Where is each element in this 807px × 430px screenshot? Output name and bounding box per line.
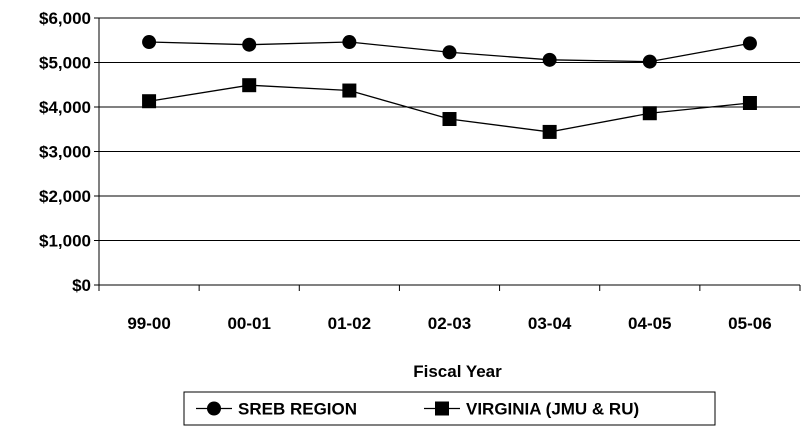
legend-marker-square [435, 401, 449, 416]
data-point-circle [642, 54, 657, 69]
x-tick-label: 03-04 [528, 314, 572, 333]
legend-marker-circle [207, 401, 221, 416]
series-layer [142, 35, 757, 139]
y-tick-label: $3,000 [39, 143, 91, 162]
x-tick-label: 99-00 [127, 314, 170, 333]
legend-entry: VIRGINIA (JMU & RU) [424, 400, 639, 419]
x-tick-label: 04-05 [628, 314, 671, 333]
x-axis-title: Fiscal Year [413, 362, 502, 381]
y-axis-ticks: $0 $1,000 $2,000 $3,000 $4,000 $5,000 $6,000 [39, 9, 99, 295]
legend: SREB REGION VIRGINIA (JMU & RU) [183, 391, 716, 426]
data-point-circle [542, 52, 557, 67]
data-point-circle [742, 36, 757, 51]
y-tick-label: $6,000 [39, 9, 91, 28]
series-0 [142, 35, 757, 69]
y-tick-label: $0 [72, 276, 91, 295]
x-tick-label: 05-06 [728, 314, 771, 333]
data-point-circle [342, 35, 357, 50]
data-point-square [742, 95, 757, 110]
y-tick-label: $5,000 [39, 54, 91, 73]
y-tick-label: $4,000 [39, 98, 91, 117]
data-point-circle [142, 35, 157, 50]
legend-label: VIRGINIA (JMU & RU) [466, 400, 639, 419]
data-point-square [542, 124, 557, 139]
x-tick-label: 02-03 [428, 314, 471, 333]
y-tick-label: $2,000 [39, 187, 91, 206]
y-tick-label: $1,000 [39, 232, 91, 251]
data-point-circle [242, 37, 257, 52]
data-point-circle [442, 45, 457, 60]
data-point-square [642, 106, 657, 121]
legend-entry: SREB REGION [196, 400, 357, 419]
series-1 [142, 78, 757, 139]
data-point-square [242, 78, 257, 93]
legend-label: SREB REGION [238, 400, 357, 419]
x-tick-label: 00-01 [227, 314, 270, 333]
x-tick-label: 01-02 [328, 314, 371, 333]
data-point-square [142, 94, 157, 109]
data-point-square [342, 83, 357, 98]
x-axis-ticks: 99-00 00-01 01-02 02-03 03-04 04-05 05-06 [98, 285, 801, 333]
data-point-square [442, 112, 457, 127]
gridlines [99, 17, 800, 241]
